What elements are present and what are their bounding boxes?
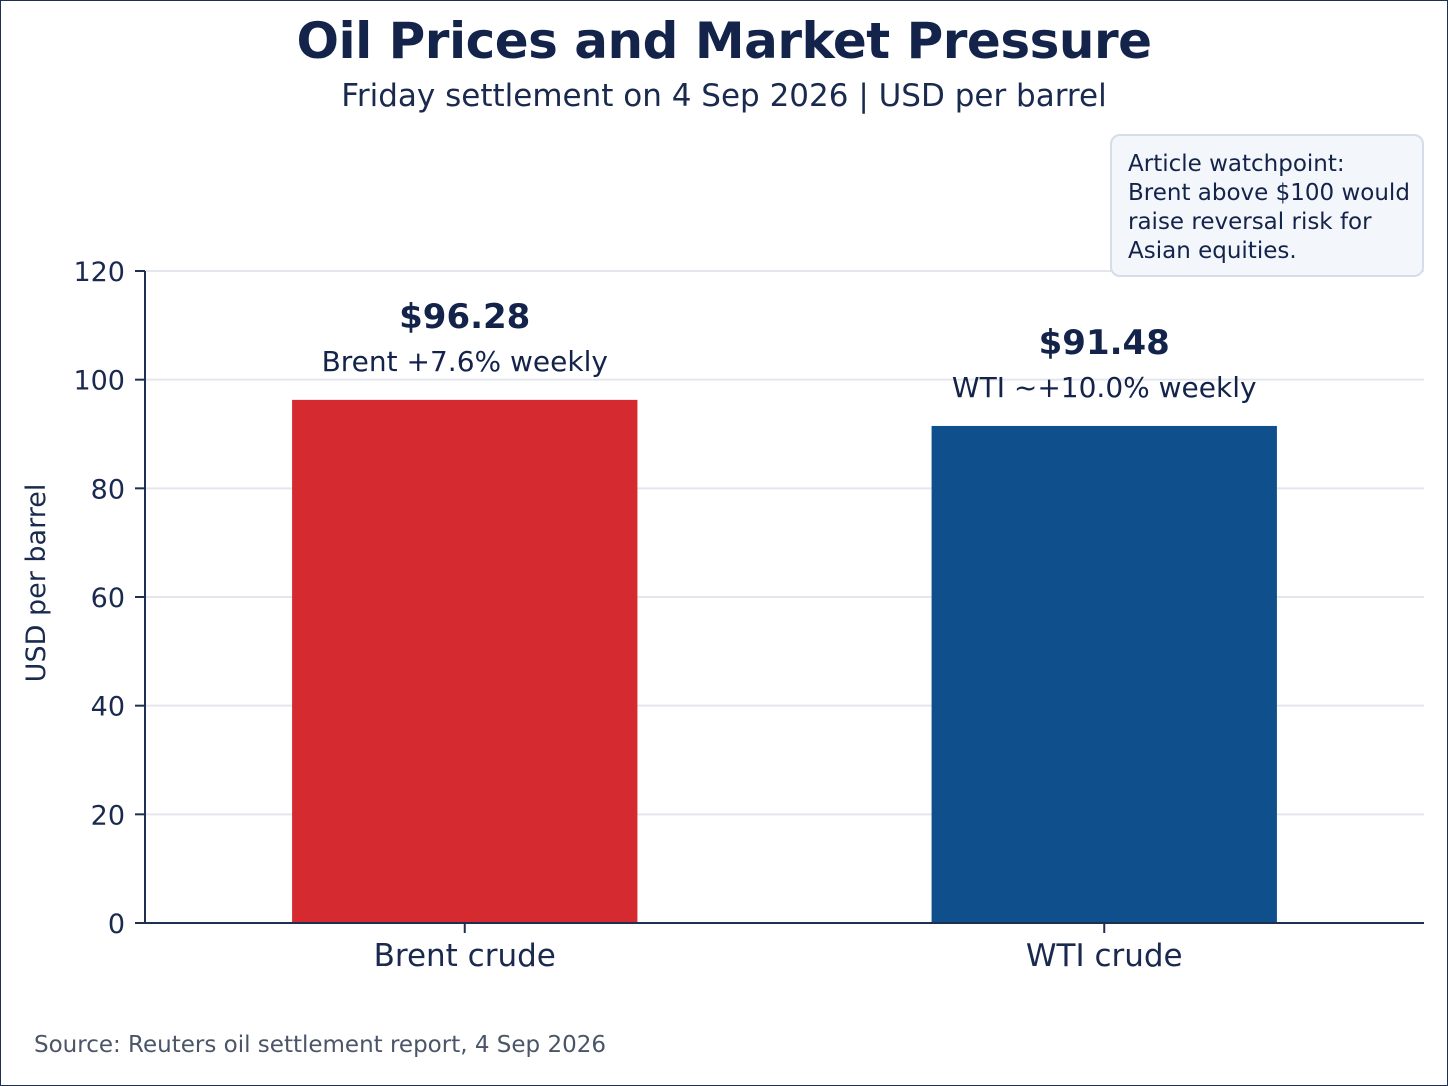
chart-title: Oil Prices and Market Pressure [296, 12, 1152, 70]
bars [292, 399, 1277, 923]
callout-line: Asian equities. [1128, 238, 1297, 264]
callout-line: raise reversal risk for [1128, 209, 1372, 235]
data-label: $96.28 [399, 297, 530, 337]
y-tick-label: 0 [108, 909, 125, 940]
bar-annotation: WTI ~+10.0% weekly [952, 371, 1257, 404]
source-note: Source: Reuters oil settlement report, 4… [34, 1032, 606, 1058]
bar-annotation: Brent +7.6% weekly [322, 345, 608, 378]
y-tick-label: 60 [91, 583, 125, 614]
chart-subtitle: Friday settlement on 4 Sep 2026 | USD pe… [341, 78, 1107, 114]
labels: 0 20 40 60 80 100 120 Brent crude $96.28 Brent +7… [73, 257, 1256, 974]
y-axis-label: USD per barrel [21, 484, 52, 683]
data-label: $91.48 [1039, 323, 1170, 363]
x-tick-label: Brent crude [374, 938, 556, 974]
bar-wti-crude [931, 425, 1277, 923]
y-tick-label: 80 [91, 474, 125, 505]
bar-brent-crude [292, 399, 638, 923]
callout-line: Brent above $100 would [1128, 180, 1410, 206]
y-tick-label: 120 [73, 257, 125, 288]
y-tick-label: 40 [91, 692, 125, 723]
axes [135, 270, 1424, 933]
callout-line: Article watchpoint: [1128, 151, 1345, 177]
y-tick-label: 100 [73, 366, 125, 397]
x-tick-label: WTI crude [1026, 938, 1183, 974]
watchpoint-callout: Article watchpoint: Brent above $100 wou… [1110, 134, 1424, 277]
y-tick-label: 20 [91, 800, 125, 831]
